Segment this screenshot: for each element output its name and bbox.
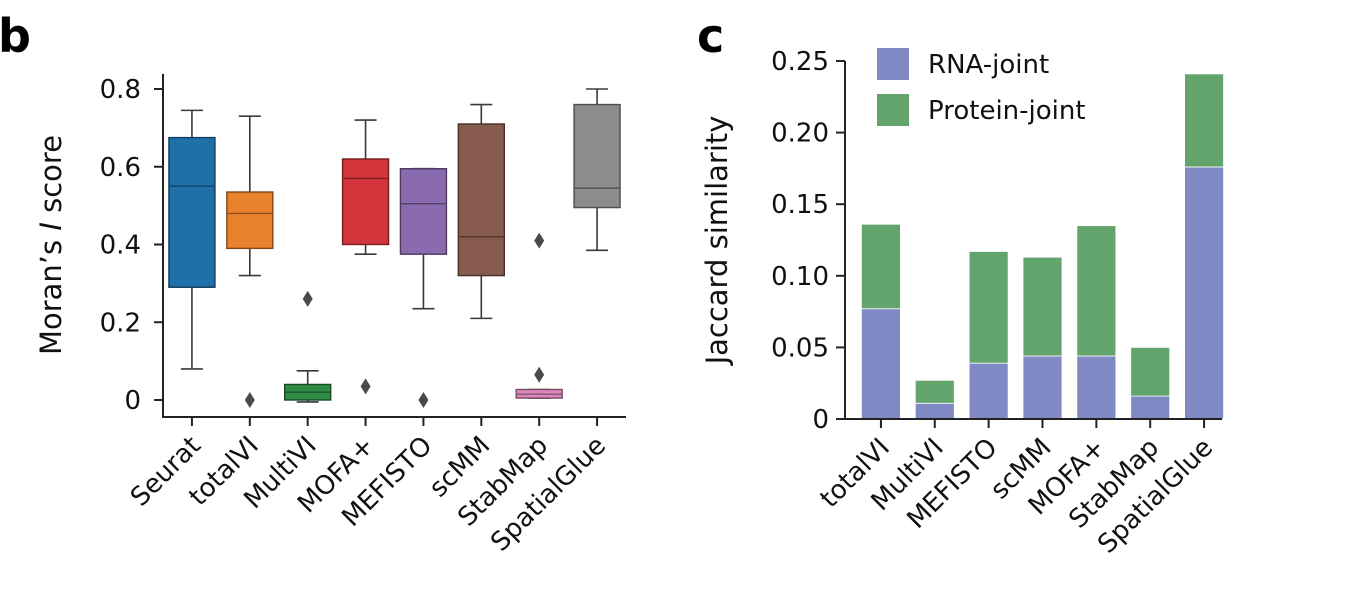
box-body [457,123,506,277]
bar-segment-protein-joint [968,251,1009,364]
bar-segment-rna-joint [1022,355,1063,420]
box-multivi [283,290,332,403]
box-scmm [457,103,506,320]
box-stabmap [515,232,563,399]
y-tick-label: 0.4 [100,231,141,261]
panel-c-letter: c [697,9,724,63]
bar-segment-rna-joint [1130,395,1171,420]
y-tick-label: 0.6 [100,153,141,183]
outlier-point [302,290,313,307]
bar-segment-rna-joint [1076,355,1117,420]
legend-label: RNA-joint [928,50,1049,80]
box-totalvi [226,115,274,408]
bar-group-scmm [1022,256,1063,420]
box-mofa- [341,119,390,395]
boxplot-axes [162,74,626,418]
outlier-point [360,378,371,395]
y-axis-label: Moran’s I score [34,135,68,355]
legend-label: Protein-joint [928,96,1086,126]
outlier-point [418,392,429,408]
outlier-point [534,232,545,249]
bar-group-mefisto [968,251,1009,420]
box-body [573,103,621,209]
y-tick-label: 0.8 [100,75,141,105]
box-spatialglue [573,88,621,252]
bar-segment-protein-joint [1022,256,1063,357]
bar-segment-rna-joint [1184,166,1224,420]
legend-swatch [877,48,909,80]
bar-group-multivi [914,379,955,420]
y-tick-label: 0.25 [771,47,829,77]
bar-segment-rna-joint [968,362,1009,420]
y-axis-label: Jaccard similarity [700,116,734,367]
bar-segment-protein-joint [1076,225,1117,357]
bar-segment-protein-joint [1130,346,1171,397]
legend-swatch [877,94,909,126]
bar-segment-protein-joint [1184,73,1224,168]
box-seurat [168,109,216,370]
box-body [341,158,390,246]
outlier-point [244,392,255,408]
bar-group-mofa- [1076,225,1117,420]
y-tick-label: 0.05 [771,333,829,363]
bar-segment-protein-joint [914,379,955,404]
outlier-point [534,366,545,383]
box-body [168,136,216,288]
y-tick-label: 0 [124,386,141,416]
box-mefisto [399,167,448,408]
bar-segment-rna-joint [914,402,955,420]
bar-group-stabmap [1130,346,1171,420]
stacked-bar-chart-jaccard: totalVIMultiVIMEFISTOscMMMOFA+StabMapSpa… [700,47,1224,560]
bar-segment-rna-joint [861,308,901,420]
y-tick-label: 0 [812,405,829,435]
box-body [399,167,448,255]
bar-segment-protein-joint [861,223,901,310]
y-tick-label: 0.15 [771,190,829,220]
panel-b-letter: b [0,9,31,63]
bar-group-spatialglue [1184,73,1224,420]
y-tick-label: 0.10 [771,262,829,292]
y-tick-label: 0.2 [100,308,141,338]
y-tick-label: 0.20 [771,119,829,149]
box-body [226,191,274,250]
bar-group-totalvi [861,223,901,420]
